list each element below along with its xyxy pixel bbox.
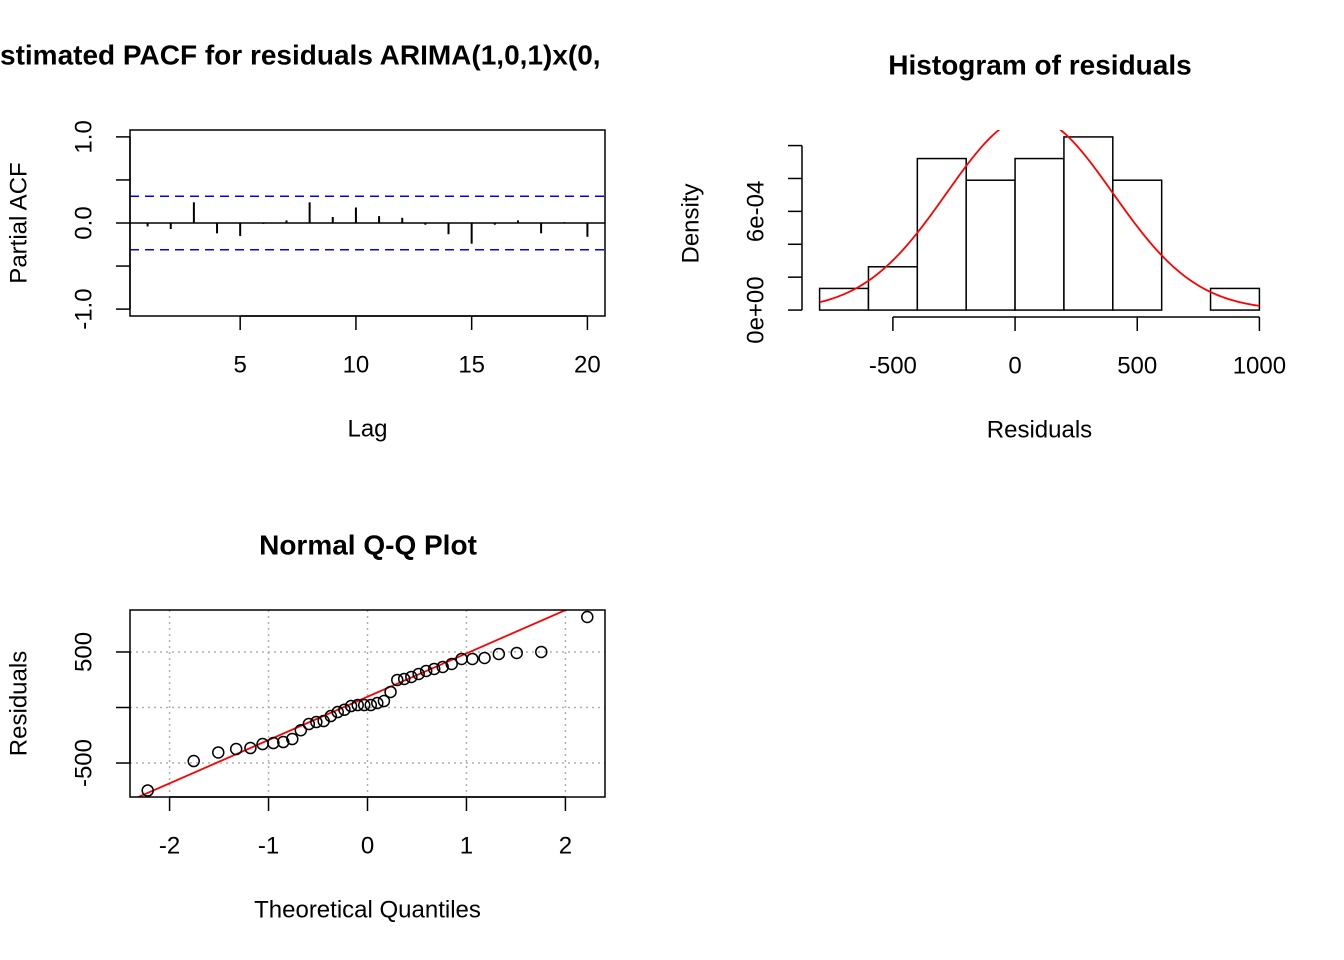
- plot-frame: [129, 609, 606, 798]
- x-tick-label: 20: [574, 351, 601, 378]
- x-tick-label: 1: [460, 832, 473, 859]
- y-tick-label: 6e-04: [742, 181, 769, 242]
- plot-area: [818, 130, 1261, 311]
- y-tick-label: -500: [70, 739, 97, 787]
- histogram-bar: [867, 266, 919, 311]
- qq-point: [141, 784, 154, 797]
- histogram-bar: [916, 157, 967, 311]
- qq-point: [412, 667, 425, 681]
- qq-point: [244, 741, 257, 755]
- qq-point: [478, 651, 491, 665]
- qq-point: [351, 698, 364, 712]
- y-axis-label: Partial ACF: [5, 162, 32, 283]
- panel: Normal Q-Q Plot Theoretical Quantiles Resi…: [5, 529, 606, 923]
- qq-point: [324, 709, 338, 723]
- histogram-bar: [965, 179, 1016, 311]
- plot-area: [130, 195, 605, 251]
- qq-point: [277, 735, 290, 749]
- qq-point: [294, 724, 308, 737]
- histogram-bar: [1063, 136, 1114, 311]
- plot-frame: [129, 129, 606, 317]
- x-tick-label: -2: [159, 832, 180, 859]
- qq-point: [436, 660, 449, 674]
- x-axis-label: Lag: [347, 415, 387, 442]
- x-axis-label: Theoretical Quantiles: [254, 896, 481, 923]
- plot-area: [130, 610, 605, 797]
- qq-point: [391, 673, 404, 687]
- qq-point: [364, 698, 378, 712]
- x-tick-label: 0: [1008, 352, 1021, 379]
- qq-point: [229, 742, 243, 756]
- x-tick-label: 10: [343, 351, 370, 378]
- histogram-bar: [818, 287, 870, 311]
- y-tick-label: 0e+00: [742, 276, 769, 343]
- y-tick-label: 1.0: [70, 120, 97, 153]
- qq-point: [510, 646, 523, 660]
- chart-title: Normal Q-Q Plot: [259, 529, 477, 560]
- x-tick-label: -500: [869, 352, 917, 379]
- y-tick-label: -1.0: [70, 288, 97, 329]
- y-tick-label: 0.0: [70, 206, 97, 239]
- chart-title: stimated PACF for residuals ARIMA(1,0,1)…: [0, 39, 601, 70]
- y-axis-label: Density: [677, 183, 704, 263]
- qq-point: [377, 694, 391, 708]
- x-tick-label: 500: [1117, 352, 1157, 379]
- qq-point: [535, 645, 548, 659]
- histogram-bar: [1014, 157, 1065, 311]
- qq-point: [371, 696, 384, 710]
- x-tick-label: 15: [458, 351, 485, 378]
- qq-point: [344, 699, 358, 713]
- y-tick-label: 500: [70, 632, 97, 672]
- qq-point: [419, 664, 433, 678]
- qq-point: [310, 715, 323, 729]
- qq-point: [397, 672, 411, 686]
- histogram-bar: [1209, 287, 1261, 311]
- qq-point: [427, 662, 441, 676]
- qq-point: [187, 754, 200, 768]
- qq-point: [267, 736, 280, 750]
- panel: stimated PACF for residuals ARIMA(1,0,1)…: [0, 39, 606, 442]
- qq-point: [384, 685, 397, 699]
- y-axis-label: Residuals: [5, 651, 32, 756]
- qq-point: [331, 705, 344, 719]
- normal-curve: [819, 130, 1260, 307]
- qq-point: [302, 717, 316, 731]
- qq-point: [581, 610, 594, 624]
- x-tick-label: 2: [559, 832, 572, 859]
- qq-point: [405, 670, 418, 684]
- x-tick-label: 1000: [1233, 352, 1286, 379]
- panel: Histogram of residuals Residuals Density -5…: [677, 49, 1286, 443]
- qq-point: [357, 698, 371, 712]
- chart-title: Histogram of residuals: [888, 49, 1191, 80]
- histogram-bar: [1112, 179, 1163, 311]
- qq-line: [136, 610, 568, 797]
- qq-point: [492, 647, 506, 661]
- qq-point: [445, 657, 458, 671]
- qq-point: [286, 732, 299, 746]
- x-tick-label: 0: [361, 832, 374, 859]
- qq-point: [338, 703, 351, 716]
- x-axis-label: Residuals: [987, 416, 1092, 443]
- qq-point: [466, 652, 479, 666]
- qq-point: [212, 746, 225, 759]
- x-tick-label: -1: [258, 832, 279, 859]
- x-tick-label: 5: [234, 351, 247, 378]
